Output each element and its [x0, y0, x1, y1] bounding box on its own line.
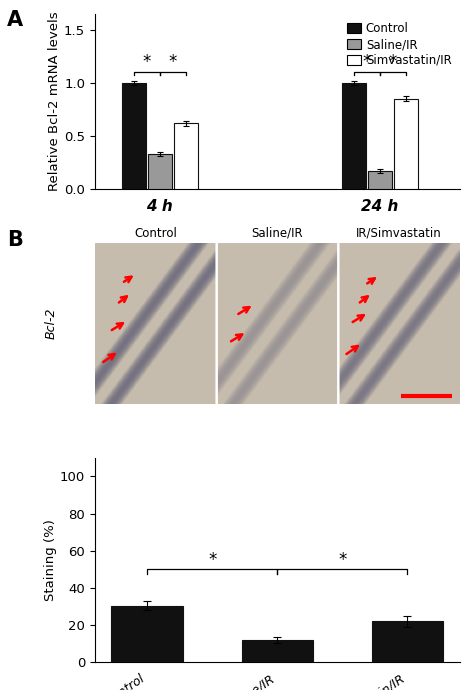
Text: B: B	[7, 230, 23, 250]
Bar	[342, 83, 366, 189]
Bar	[174, 124, 198, 189]
Text: *: *	[389, 53, 397, 71]
Bar	[242, 640, 313, 662]
Text: Control: Control	[134, 227, 177, 240]
Text: *: *	[169, 53, 177, 71]
Bar	[122, 83, 146, 189]
Text: *: *	[143, 53, 151, 71]
Text: *: *	[208, 551, 217, 569]
Y-axis label: Staining (%): Staining (%)	[44, 519, 57, 601]
Y-axis label: Relative Bcl-2 mRNA levels: Relative Bcl-2 mRNA levels	[48, 12, 61, 191]
Text: *: *	[363, 53, 371, 71]
Text: Bcl-2: Bcl-2	[45, 308, 57, 339]
Bar	[111, 606, 183, 662]
Bar	[394, 99, 418, 189]
Bar	[368, 171, 392, 189]
Bar	[148, 154, 172, 189]
Text: A: A	[7, 10, 23, 30]
Text: Saline/IR: Saline/IR	[252, 227, 303, 240]
Bar	[372, 622, 443, 662]
Text: *: *	[338, 551, 346, 569]
Legend: Control, Saline/IR, Simvastatin/IR: Control, Saline/IR, Simvastatin/IR	[345, 20, 454, 69]
Text: IR/Simvastatin: IR/Simvastatin	[356, 227, 442, 240]
